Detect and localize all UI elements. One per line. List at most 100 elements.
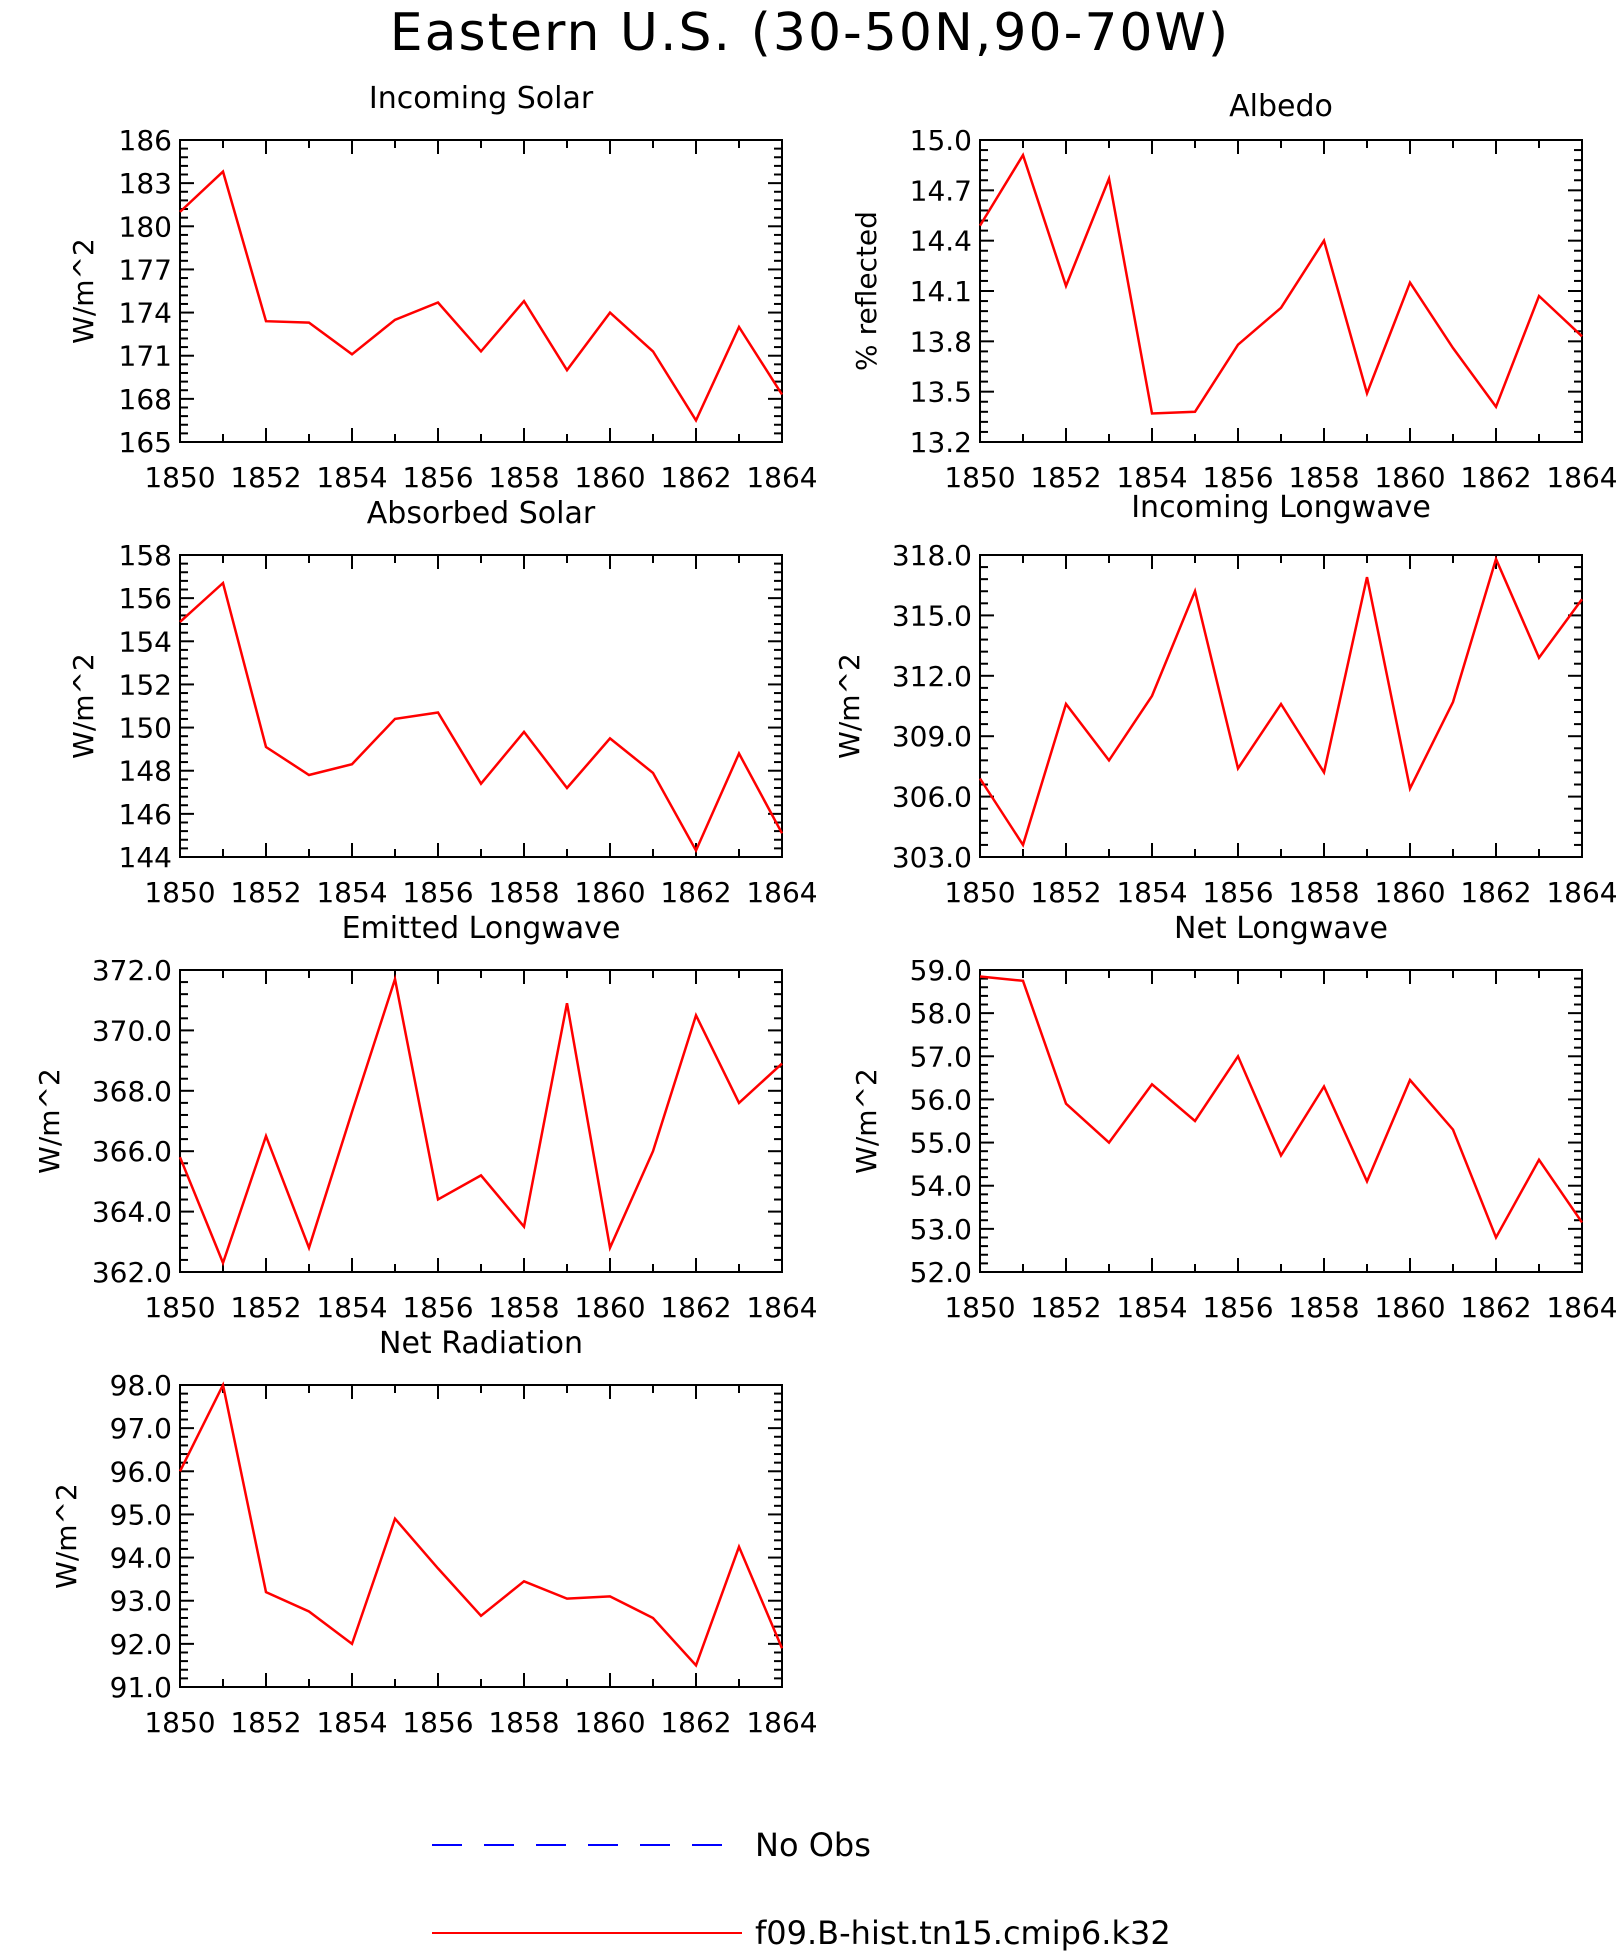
y-axis-label: % reflected <box>850 211 883 371</box>
series-line-albedo <box>978 152 1583 415</box>
x-tick-label: 1856 <box>402 876 473 909</box>
legend: No Obs f09.B-hist.tn15.cmip6.k32 <box>432 1826 1171 1952</box>
x-tick-label: 1856 <box>1202 1291 1273 1324</box>
y-tick-label: 52.0 <box>910 1256 972 1289</box>
x-tick-label: 1860 <box>574 1291 645 1324</box>
y-tick-label: 91.0 <box>110 1671 172 1704</box>
panel-incoming-longwave: Incoming Longwave 1850 1852 1854 1856 1858 186… <box>833 490 1618 909</box>
x-tick-label: 1860 <box>1374 876 1445 909</box>
y-tick-label: 14.1 <box>910 275 972 308</box>
series-line-absorbed-solar <box>179 580 784 854</box>
y-tick-label: 150 <box>119 712 172 745</box>
x-tick-label: 1856 <box>402 461 473 494</box>
x-tick-label: 1854 <box>316 1706 387 1739</box>
panel-title: Albedo <box>1229 89 1333 124</box>
y-tick-label: 93.0 <box>110 1585 172 1618</box>
y-tick-label: 368.0 <box>92 1075 172 1108</box>
x-tick-label: 1852 <box>230 461 301 494</box>
y-tick-label: 13.5 <box>910 376 972 409</box>
y-tick-label: 59.0 <box>910 954 972 987</box>
y-tick-label: 98.0 <box>110 1369 172 1402</box>
y-tick-label: 54.0 <box>910 1170 972 1203</box>
y-tick-label: 58.0 <box>910 997 972 1030</box>
y-tick-label: 174 <box>119 297 172 330</box>
x-tick-label: 1858 <box>488 1706 559 1739</box>
x-tick-label: 1850 <box>944 1291 1015 1324</box>
y-tick-label: 146 <box>119 798 172 831</box>
y-tick-label: 366.0 <box>92 1135 172 1168</box>
y-tick-label: 186 <box>119 124 172 157</box>
panel-net-radiation: Net Radiation 1850 1852 1854 1856 1858 1860 186… <box>50 1326 818 1739</box>
x-tick-label: 1856 <box>402 1706 473 1739</box>
y-tick-label: 372.0 <box>92 954 172 987</box>
x-tick-label: 1850 <box>144 461 215 494</box>
y-tick-label: 306.0 <box>892 781 972 814</box>
y-axis-label: W/m^2 <box>833 653 866 759</box>
y-tick-label: 14.4 <box>910 225 972 258</box>
y-tick-label: 53.0 <box>910 1213 972 1246</box>
panel-title: Incoming Longwave <box>1131 490 1431 525</box>
x-tick-label: 1864 <box>1546 876 1617 909</box>
x-tick-label: 1852 <box>1030 876 1101 909</box>
y-tick-label: 96.0 <box>110 1455 172 1488</box>
x-tick-label: 1862 <box>660 876 731 909</box>
y-tick-label: 57.0 <box>910 1040 972 1073</box>
x-tick-label: 1854 <box>1116 876 1187 909</box>
panel-title: Incoming Solar <box>369 81 594 116</box>
y-tick-label: 152 <box>119 668 172 701</box>
y-tick-label: 312.0 <box>892 660 972 693</box>
y-tick-label: 154 <box>119 625 172 658</box>
y-tick-label: 156 <box>119 582 172 615</box>
x-tick-label: 1862 <box>1460 1291 1531 1324</box>
chart-panels: Incoming Solar 1850 1852 1854 1856 1858 1860 18… <box>33 81 1618 1739</box>
y-axis-label: W/m^2 <box>67 653 100 759</box>
plot-frame <box>979 139 1583 443</box>
panel-title: Absorbed Solar <box>367 496 596 531</box>
panel-incoming-solar: Incoming Solar 1850 1852 1854 1856 1858 1860 18… <box>67 81 818 494</box>
y-tick-label: 15.0 <box>910 124 972 157</box>
y-tick-label: 14.7 <box>910 174 972 207</box>
x-tick-label: 1862 <box>660 1706 731 1739</box>
y-tick-label: 364.0 <box>92 1196 172 1229</box>
x-tick-label: 1856 <box>402 1291 473 1324</box>
y-tick-label: 148 <box>119 755 172 788</box>
x-tick-label: 1864 <box>746 876 817 909</box>
series-line-incoming-solar <box>179 169 784 424</box>
x-tick-label: 1858 <box>488 461 559 494</box>
x-tick-label: 1860 <box>1374 461 1445 494</box>
y-tick-label: 362.0 <box>92 1256 172 1289</box>
x-tick-label: 1852 <box>1030 1291 1101 1324</box>
y-axis-label: W/m^2 <box>67 238 100 344</box>
y-tick-label: 55.0 <box>910 1127 972 1160</box>
panel-albedo: Albedo 1850 1852 1854 1856 1858 1860 1862 1864 13… <box>850 89 1618 494</box>
panel-title: Net Radiation <box>379 1326 583 1361</box>
x-tick-label: 1864 <box>1546 1291 1617 1324</box>
x-tick-label: 1850 <box>144 1706 215 1739</box>
y-tick-label: 144 <box>119 841 172 874</box>
x-tick-label: 1856 <box>1202 461 1273 494</box>
x-tick-label: 1864 <box>746 461 817 494</box>
series-line-net-longwave <box>979 975 1584 1241</box>
x-tick-label: 1860 <box>574 461 645 494</box>
y-tick-label: 97.0 <box>110 1412 172 1445</box>
plot-frame <box>179 1384 783 1688</box>
legend-label-model: f09.B-hist.tn15.cmip6.k32 <box>755 1914 1171 1952</box>
x-tick-label: 1858 <box>1288 876 1359 909</box>
x-tick-label: 1856 <box>1202 876 1273 909</box>
y-tick-label: 165 <box>119 426 172 459</box>
y-tick-label: 315.0 <box>892 599 972 632</box>
figure-title: Eastern U.S. (30-50N,90-70W) <box>390 3 1230 63</box>
y-tick-label: 168 <box>119 383 172 416</box>
x-tick-label: 1858 <box>1288 461 1359 494</box>
series-line-incoming-longwave <box>978 555 1584 848</box>
x-tick-label: 1852 <box>230 1291 301 1324</box>
legend-label-no-obs: No Obs <box>755 1826 871 1864</box>
x-tick-label: 1862 <box>660 1291 731 1324</box>
x-tick-label: 1850 <box>944 461 1015 494</box>
y-tick-label: 309.0 <box>892 720 972 753</box>
y-tick-label: 177 <box>119 253 172 286</box>
x-tick-label: 1852 <box>1030 461 1101 494</box>
panel-emitted-longwave: Emitted Longwave 1850 1852 1854 1856 1858 1860… <box>33 911 818 1324</box>
y-tick-label: 183 <box>119 167 172 200</box>
panel-title: Emitted Longwave <box>342 911 621 946</box>
